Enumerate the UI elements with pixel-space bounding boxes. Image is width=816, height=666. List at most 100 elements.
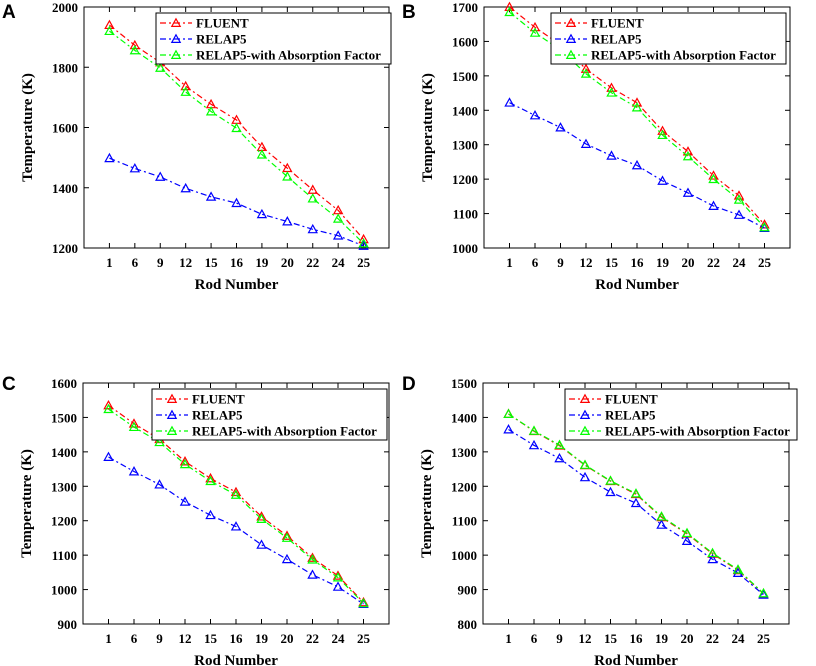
data-point-marker — [256, 539, 267, 549]
data-point-marker — [555, 122, 566, 132]
x-tick-label: 15 — [204, 631, 218, 646]
data-point-marker — [205, 472, 216, 483]
legend-label: FLUENT — [605, 392, 658, 407]
x-tick-label: 20 — [681, 631, 694, 646]
data-point-marker — [256, 208, 268, 219]
y-tick-label: 900 — [458, 583, 478, 598]
data-point-marker — [155, 62, 166, 72]
data-point-marker — [205, 509, 216, 520]
y-tick-label: 1400 — [452, 103, 478, 118]
legend-box — [155, 12, 392, 65]
data-point-marker — [307, 554, 318, 564]
data-point-marker — [504, 1, 515, 11]
y-tick-label: 1100 — [452, 514, 477, 529]
data-point-marker — [528, 425, 540, 435]
data-point-marker — [606, 150, 617, 160]
data-point-marker — [332, 581, 344, 591]
data-point-marker — [759, 221, 770, 232]
data-point-marker — [281, 553, 293, 564]
x-tick-label: 1 — [106, 255, 113, 270]
data-point-marker — [554, 452, 565, 463]
y-tick-label: 1000 — [451, 548, 477, 563]
data-point-marker — [104, 19, 115, 30]
y-tick-label: 2000 — [52, 0, 78, 15]
x-tick-label: 20 — [682, 255, 695, 270]
data-point-marker — [180, 182, 191, 193]
y-tick-label: 1400 — [451, 410, 477, 425]
data-point-marker — [307, 193, 318, 203]
data-point-marker — [104, 25, 115, 36]
data-point-marker — [681, 527, 693, 538]
y-tick-label: 1500 — [51, 410, 77, 425]
x-tick-label: 16 — [230, 255, 244, 270]
y-tick-label: 1200 — [51, 514, 77, 529]
legend-marker — [170, 49, 182, 59]
legend-marker — [565, 17, 577, 27]
panel-letter: B — [402, 2, 416, 23]
data-point-marker — [205, 191, 217, 201]
data-point-marker — [307, 569, 318, 579]
y-tick-label: 1500 — [452, 69, 478, 84]
x-tick-label: 22 — [306, 255, 319, 270]
data-point-marker — [579, 459, 591, 469]
data-point-marker — [733, 194, 745, 204]
data-point-marker — [231, 197, 242, 208]
data-point-marker — [579, 471, 591, 482]
data-point-marker — [682, 150, 694, 161]
y-tick-label: 1100 — [453, 207, 478, 222]
data-point-marker — [708, 200, 719, 210]
data-point-marker — [103, 399, 114, 410]
y-tick-label: 1600 — [52, 121, 78, 136]
data-point-marker — [358, 238, 369, 248]
legend-label: RELAP5-with Absorption Factor — [605, 424, 790, 439]
y-axis-title: Temperature (K) — [20, 73, 36, 182]
x-tick-label: 20 — [281, 255, 294, 270]
x-axis-title: Rod Number — [594, 653, 678, 666]
series-relap5 — [104, 152, 369, 250]
y-tick-label: 1000 — [452, 241, 478, 256]
panel-letter: A — [2, 2, 16, 23]
series-relap5 — [503, 424, 769, 599]
data-point-marker — [606, 82, 617, 92]
x-tick-label: 20 — [281, 631, 294, 646]
legend-marker — [166, 409, 178, 419]
legend-label: FLUENT — [196, 16, 249, 31]
data-point-marker — [231, 122, 242, 133]
x-tick-label: 12 — [179, 631, 192, 646]
data-point-marker — [605, 475, 616, 485]
y-axis-title: Temperature (K) — [19, 449, 35, 558]
legend-label: RELAP5 — [591, 32, 642, 47]
data-point-marker — [129, 39, 141, 50]
series-relap5-with-absorption-factor — [103, 403, 369, 608]
data-point-marker — [504, 6, 515, 17]
y-tick-label: 1300 — [451, 445, 477, 460]
data-point-marker — [733, 209, 745, 219]
legend-label: RELAP5-with Absorption Factor — [196, 48, 381, 63]
data-point-marker — [529, 27, 541, 37]
data-point-marker — [282, 216, 293, 226]
data-point-marker — [103, 403, 114, 414]
data-point-marker — [656, 511, 667, 521]
x-tick-label: 22 — [706, 631, 719, 646]
data-point-marker — [554, 439, 565, 449]
data-point-marker — [606, 87, 617, 97]
data-point-marker — [180, 80, 191, 91]
x-tick-label: 22 — [306, 631, 319, 646]
x-tick-label: 24 — [733, 255, 747, 270]
data-point-marker — [631, 102, 643, 112]
series-line — [508, 413, 764, 595]
y-tick-label: 1400 — [51, 445, 77, 460]
legend-marker — [170, 33, 182, 43]
data-point-marker — [580, 68, 592, 78]
y-tick-label: 1400 — [52, 181, 78, 196]
y-tick-label: 1100 — [52, 548, 77, 563]
legend-box — [564, 388, 798, 441]
legend-marker — [565, 33, 577, 43]
data-point-marker — [529, 21, 541, 32]
